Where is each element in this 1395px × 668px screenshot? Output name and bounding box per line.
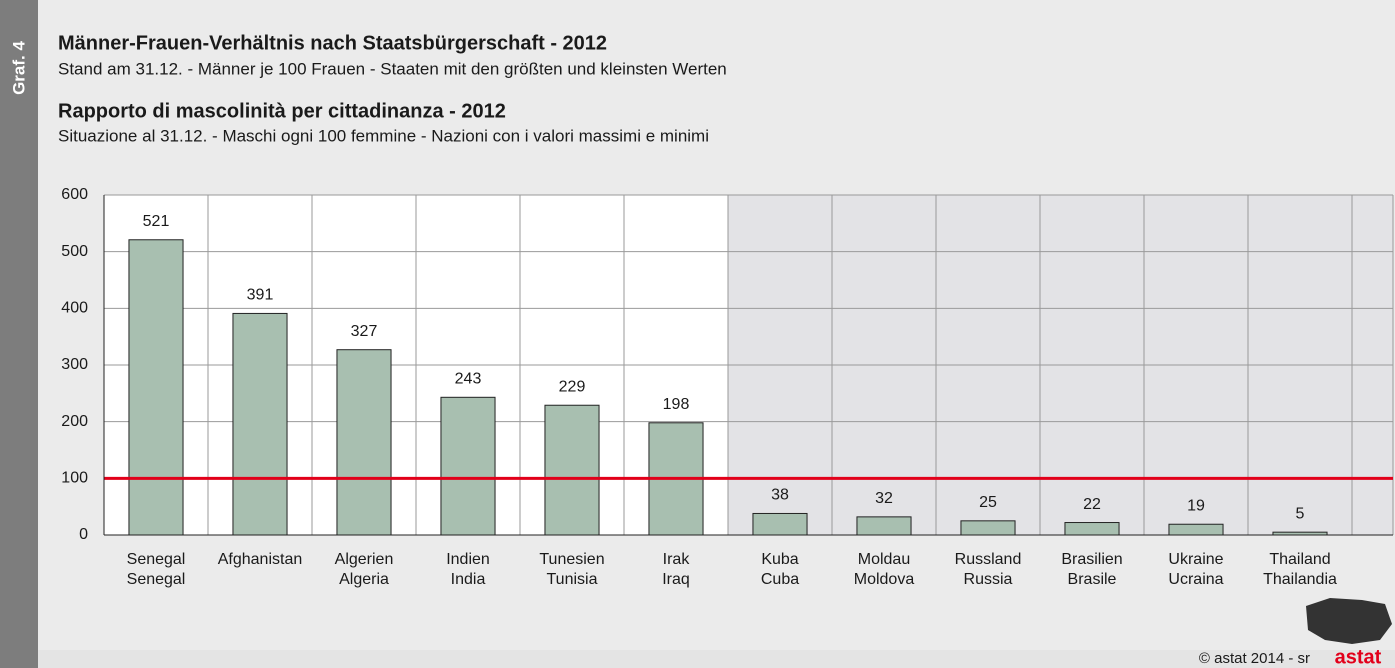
bar — [336, 349, 392, 536]
x-tick-label: Russland — [955, 551, 1022, 568]
chart-subtitle-2: Situazione al 31.12. - Maschi ogni 100 f… — [58, 126, 709, 145]
x-tick-label: Algerien — [335, 551, 394, 568]
y-tick-label: 200 — [61, 413, 88, 430]
side-strip — [0, 0, 38, 668]
bar — [752, 512, 808, 536]
value-label: 25 — [979, 494, 997, 511]
x-tick-label: Ukraine — [1168, 551, 1223, 568]
value-label: 521 — [143, 213, 170, 230]
chart-title-2: Rapporto di mascolinità per cittadinanza… — [58, 100, 506, 122]
x-tick-label: Algeria — [339, 571, 389, 588]
y-tick-label: 100 — [61, 470, 88, 487]
bar — [440, 396, 496, 536]
bar — [1168, 523, 1224, 536]
x-tick-label: India — [451, 571, 486, 588]
logo-shape — [1306, 598, 1392, 644]
x-tick-label: Moldova — [854, 571, 915, 588]
value-label: 22 — [1083, 496, 1101, 513]
bar — [856, 516, 912, 536]
value-label: 19 — [1187, 497, 1205, 514]
x-tick-label: Thailandia — [1263, 571, 1337, 588]
bar — [1064, 522, 1120, 536]
value-label: 198 — [663, 396, 690, 413]
value-label: 38 — [771, 487, 789, 504]
chart-subtitle: Stand am 31.12. - Männer je 100 Frauen -… — [58, 59, 727, 78]
bar — [128, 239, 184, 536]
x-tick-label: Senegal — [127, 551, 186, 568]
chart-title: Männer-Frauen-Verhältnis nach Staatsbürg… — [58, 32, 607, 54]
x-tick-label: Brasilien — [1061, 551, 1122, 568]
y-tick-label: 400 — [61, 300, 88, 317]
x-tick-label: Tunesien — [539, 551, 604, 568]
x-tick-label: Moldau — [858, 551, 910, 568]
footer: © astat 2014 - sr — [1199, 650, 1310, 667]
x-tick-label: Ucraina — [1168, 571, 1223, 588]
x-tick-label: Iraq — [662, 571, 690, 588]
x-tick-label: Kuba — [761, 551, 798, 568]
x-tick-label: Senegal — [127, 571, 186, 588]
logo-text: astat — [1335, 646, 1382, 668]
bar — [232, 312, 288, 536]
value-label: 5 — [1296, 505, 1305, 522]
value-label: 229 — [559, 378, 586, 395]
y-tick-label: 500 — [61, 243, 88, 260]
bar — [544, 404, 600, 536]
bar — [960, 520, 1016, 536]
x-tick-label: Russia — [964, 571, 1013, 588]
footer-band — [0, 650, 1395, 668]
x-tick-label: Irak — [663, 551, 691, 568]
x-tick-label: Afghanistan — [218, 551, 303, 568]
value-label: 327 — [351, 323, 378, 340]
side-label: Graf. 4 — [9, 41, 28, 95]
x-tick-label: Tunisia — [547, 571, 598, 588]
value-label: 32 — [875, 490, 893, 507]
x-tick-label: Cuba — [761, 571, 799, 588]
value-label: 243 — [455, 371, 482, 388]
y-tick-label: 0 — [79, 526, 88, 543]
logo: astat — [1306, 598, 1392, 668]
y-tick-label: 600 — [61, 186, 88, 203]
x-tick-label: Brasile — [1068, 571, 1117, 588]
y-tick-label: 300 — [61, 356, 88, 373]
x-tick-label: Indien — [446, 551, 490, 568]
x-tick-label: Thailand — [1269, 551, 1330, 568]
value-label: 391 — [247, 287, 274, 304]
